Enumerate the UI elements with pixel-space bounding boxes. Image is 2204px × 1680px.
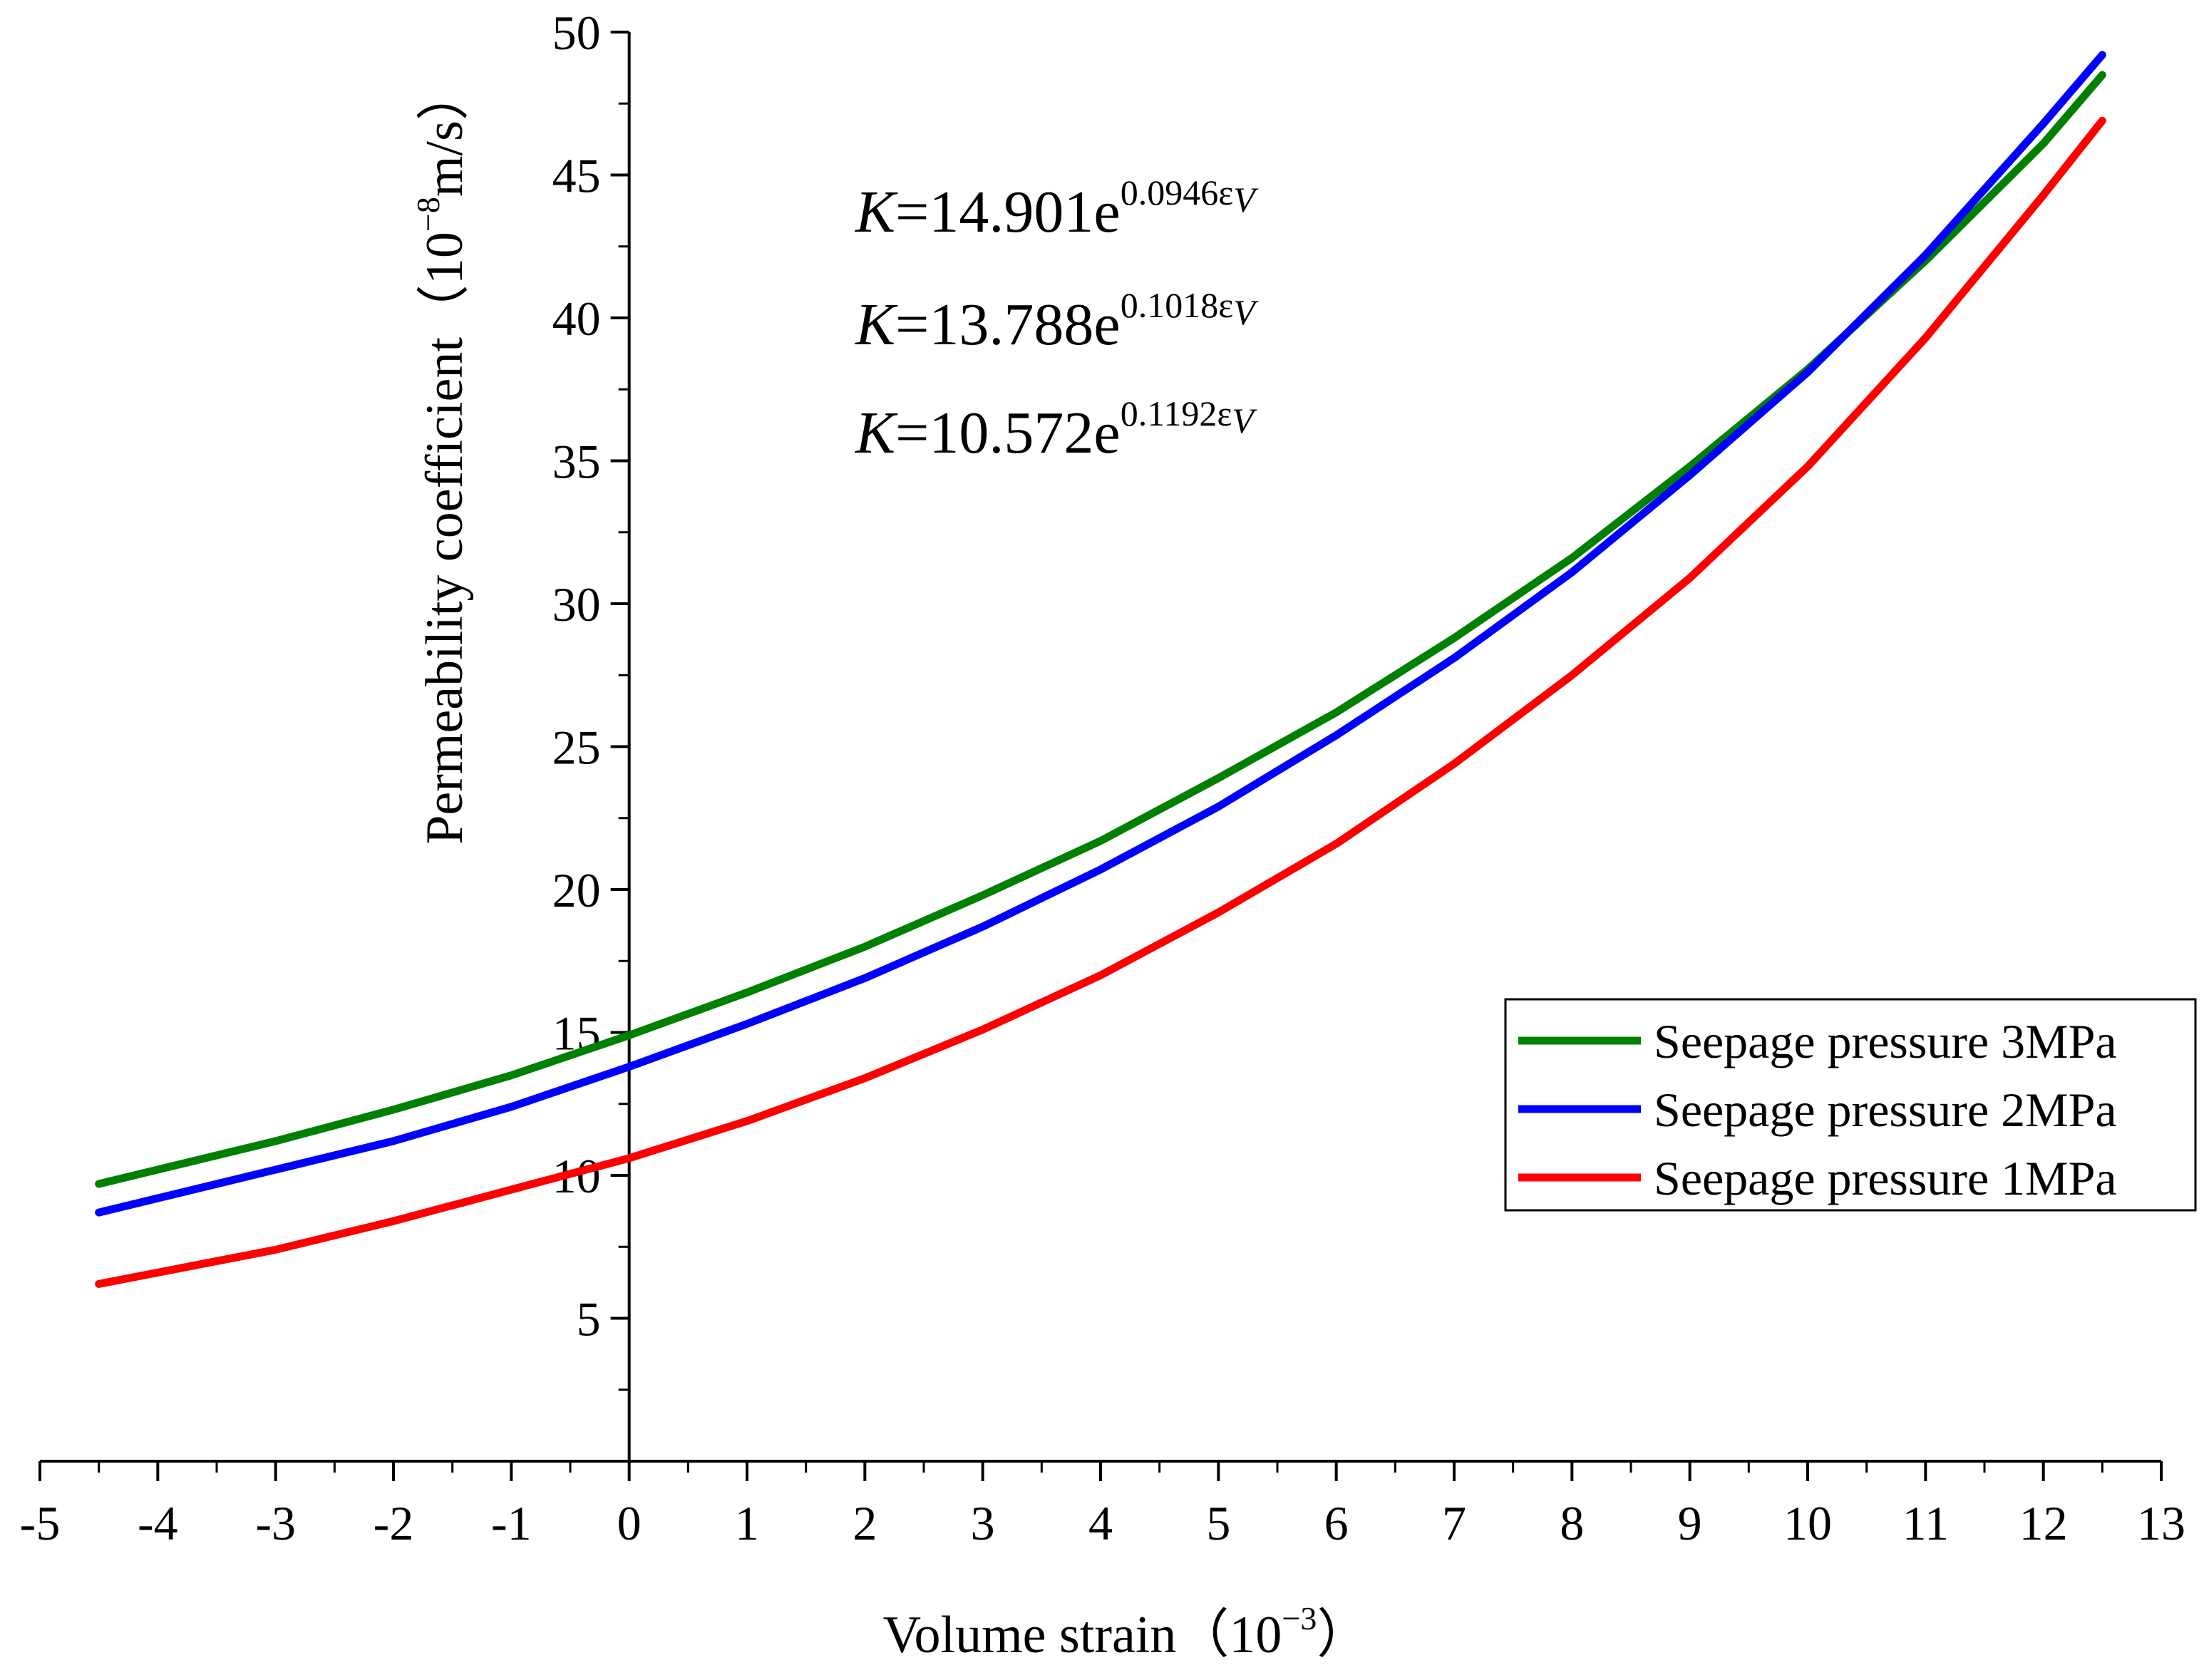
equation-2mpa-body: =13.788e [895, 292, 1121, 358]
x-tick-label: -4 [138, 1496, 178, 1550]
y-tick-label: 35 [552, 435, 601, 489]
equation-3mpa-sub: V [1233, 180, 1259, 220]
x-tick-label: 1 [735, 1496, 759, 1550]
equation-2mpa-sub: V [1233, 292, 1259, 332]
x-tick-label: 2 [853, 1496, 877, 1550]
equation-3mpa-exponent: 0.0946ε [1121, 172, 1234, 212]
series-lines [95, 51, 2106, 1288]
x-tick-label: 10 [1783, 1496, 1832, 1550]
y-axis-title-exp: −8 [410, 197, 446, 232]
x-tick-label: 8 [1560, 1496, 1584, 1550]
y-tick-label: 30 [552, 577, 601, 632]
y-tick-label: 40 [552, 292, 601, 346]
x-tick-label: -1 [491, 1496, 532, 1550]
equation-1mpa-exponent: 0.1192ε [1121, 393, 1232, 433]
equation-2mpa-exponent: 0.1018ε [1121, 285, 1234, 325]
x-tick-label: 11 [1902, 1496, 1949, 1550]
equation-3mpa-body: =14.901e [895, 179, 1121, 245]
legend-label-2mpa: Seepage pressure 2MPa [1654, 1083, 2117, 1137]
x-tick-label: 5 [1206, 1496, 1230, 1550]
x-tick-label: 0 [617, 1496, 642, 1550]
axes [40, 32, 2161, 1463]
x-axis-title-exp: −3 [1282, 1600, 1317, 1637]
legend: Seepage pressure 3MPa Seepage pressure 2… [1504, 998, 2197, 1212]
x-tick-label: 4 [1088, 1496, 1113, 1550]
x-tick-label: 12 [2019, 1496, 2068, 1550]
x-tick-label: 13 [2137, 1496, 2185, 1550]
y-axis-title-text: Permeability coefficient（10 [416, 232, 474, 845]
x-tick-label: -2 [374, 1496, 414, 1550]
y-axis-title: Permeability coefficient（10−8m/s） [410, 68, 474, 845]
y-axis-title-unit: m/s） [416, 68, 474, 197]
x-tick-label: 9 [1678, 1496, 1702, 1550]
y-tick-label: 5 [577, 1292, 601, 1346]
equation-2mpa: K=13.788e0.1018εV [855, 285, 1259, 358]
x-axis-title-text: Volume strain（10 [883, 1606, 1282, 1664]
equation-1mpa-sub: V [1232, 401, 1257, 440]
y-tick-label: 20 [552, 863, 601, 917]
equation-1mpa-body: =10.572e [895, 400, 1121, 466]
y-tick-label: 50 [552, 6, 601, 60]
series-line-1 [95, 51, 2106, 1217]
equation-1mpa-prefix: K [855, 400, 898, 466]
y-tick-label: 45 [552, 149, 601, 203]
equation-3mpa: K=14.901e0.0946εV [855, 172, 1259, 245]
fit-equations: K=14.901e0.0946εV K=13.788e0.1018εV K=10… [855, 172, 1259, 466]
legend-label-3mpa: Seepage pressure 3MPa [1654, 1014, 2117, 1068]
x-tick-label: -5 [20, 1496, 61, 1550]
equation-2mpa-prefix: K [855, 292, 898, 358]
x-tick-label: 3 [971, 1496, 995, 1550]
equation-1mpa: K=10.572e0.1192εV [855, 393, 1257, 466]
series-line-2 [95, 116, 2106, 1288]
legend-label-1mpa: Seepage pressure 1MPa [1654, 1151, 2117, 1205]
x-tick-label: 6 [1324, 1496, 1349, 1550]
y-tick-label: 25 [552, 721, 601, 775]
x-axis-title-close: ） [1317, 1606, 1369, 1664]
x-tick-label: 7 [1442, 1496, 1466, 1550]
x-tick-label: -3 [255, 1496, 296, 1550]
x-axis-title: Volume strain（10−3） [883, 1600, 1370, 1664]
equation-3mpa-prefix: K [855, 179, 898, 245]
